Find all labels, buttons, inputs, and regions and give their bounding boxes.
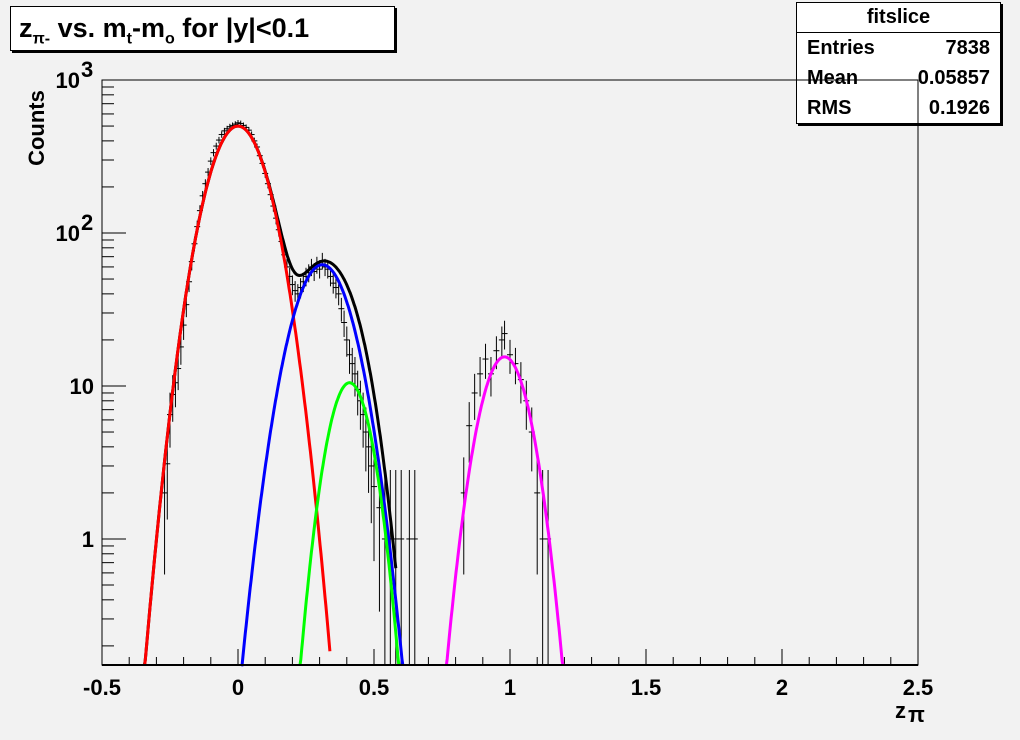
- x-tick-label: 2.5: [903, 675, 934, 700]
- y-tick-label: 10: [56, 68, 80, 93]
- stats-row-rms: RMS 0.1926: [807, 97, 990, 119]
- x-tick-label: 2: [776, 675, 788, 700]
- x-tick-label: 0: [232, 675, 244, 700]
- y-tick-exponent: 3: [81, 57, 93, 82]
- fit-curve-g1: [143, 124, 332, 666]
- y-tick-label: 1: [82, 527, 94, 552]
- x-tick-label: 0.5: [359, 675, 390, 700]
- x-tick-label: -0.5: [83, 675, 121, 700]
- fit-curve-g2: [240, 263, 405, 667]
- fit-curve-g3: [298, 381, 401, 666]
- stats-row-entries: Entries 7838: [807, 37, 990, 59]
- chart-title: zπ- vs. mt-mo for |y|<0.1: [10, 6, 395, 51]
- x-tick-label: 1: [504, 675, 516, 700]
- y-tick-label: 10: [56, 221, 80, 246]
- stats-header: fitslice: [797, 3, 1000, 33]
- x-axis-label: z: [895, 698, 906, 723]
- x-axis-label-sub: π: [908, 702, 925, 727]
- stats-row-mean: Mean 0.05857: [807, 67, 990, 89]
- y-tick-exponent: 2: [81, 210, 93, 235]
- stats-box: fitslice Entries 7838 Mean 0.05857 RMS 0.19…: [796, 2, 1001, 124]
- y-axis-label: Counts: [24, 90, 49, 166]
- x-tick-label: 1.5: [631, 675, 662, 700]
- y-tick-label: 10: [70, 374, 94, 399]
- fit-curve-g4: [444, 355, 565, 666]
